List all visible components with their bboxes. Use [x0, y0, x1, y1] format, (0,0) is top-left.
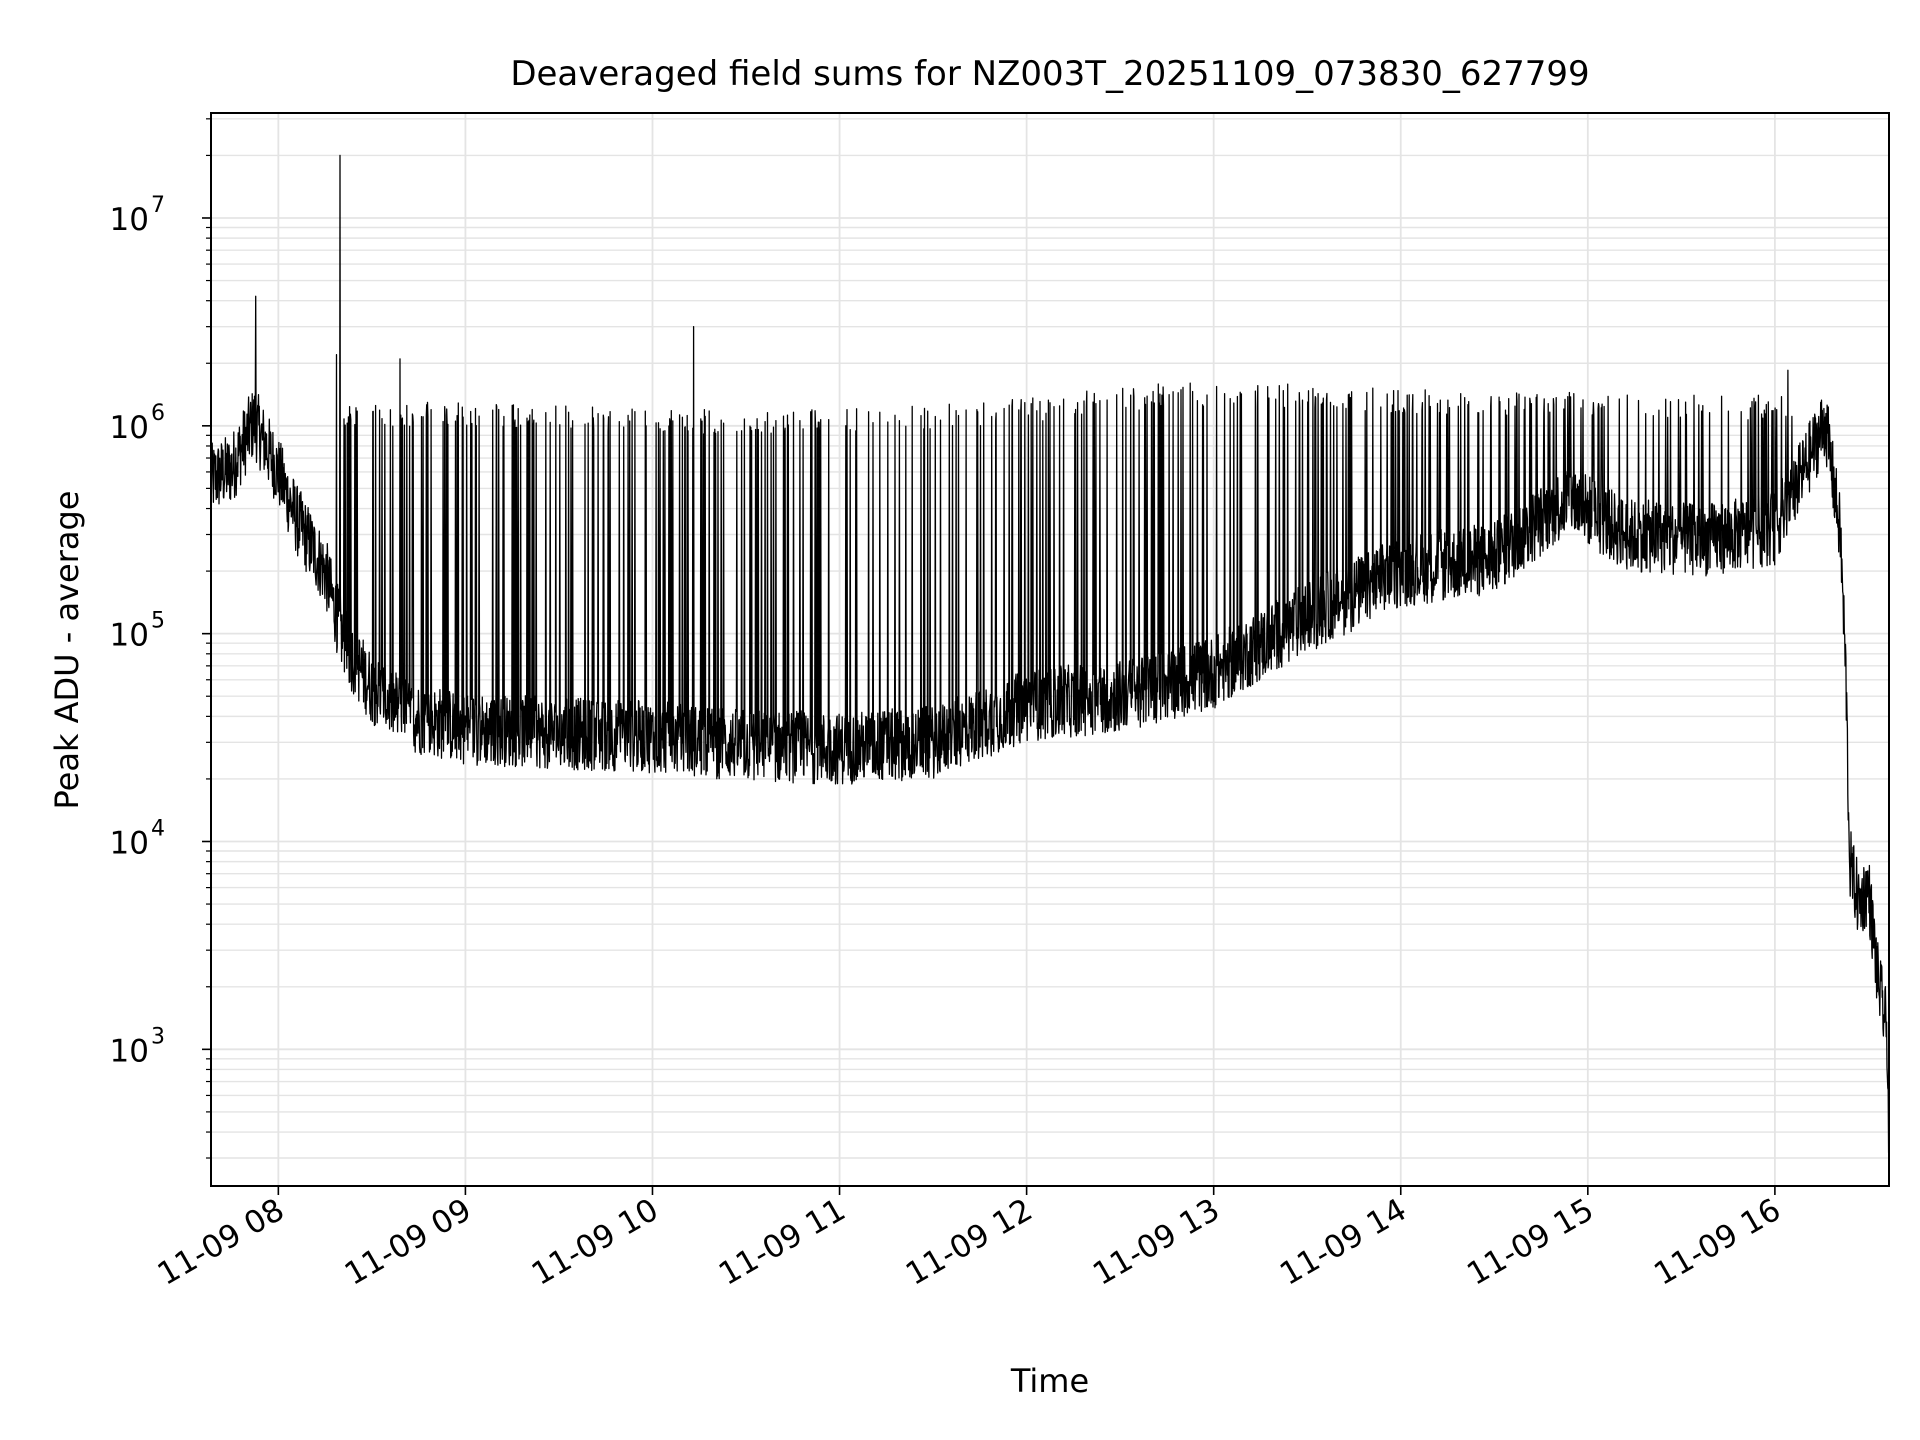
y-tick-exponent: 6: [151, 401, 165, 426]
y-axis-label: Peak ADU - average: [48, 491, 86, 810]
y-tick-exponent: 5: [151, 609, 165, 634]
y-tick-label: 10: [110, 202, 149, 238]
y-tick-label: 10: [110, 825, 149, 861]
chart-title: Deaveraged field sums for NZ003T_2025110…: [510, 54, 1589, 94]
plot-area: [211, 154, 1889, 1154]
x-axis-label: Time: [1010, 1362, 1089, 1400]
y-tick-exponent: 7: [151, 193, 165, 218]
y-tick-exponent: 3: [151, 1024, 165, 1049]
y-tick-exponent: 4: [151, 816, 165, 841]
plot-frame: [210, 112, 1890, 1187]
series-line: [211, 154, 1889, 1154]
y-tick-label: 10: [110, 410, 149, 446]
y-tick-label: 10: [110, 618, 149, 654]
y-tick-label: 10: [110, 1033, 149, 1069]
